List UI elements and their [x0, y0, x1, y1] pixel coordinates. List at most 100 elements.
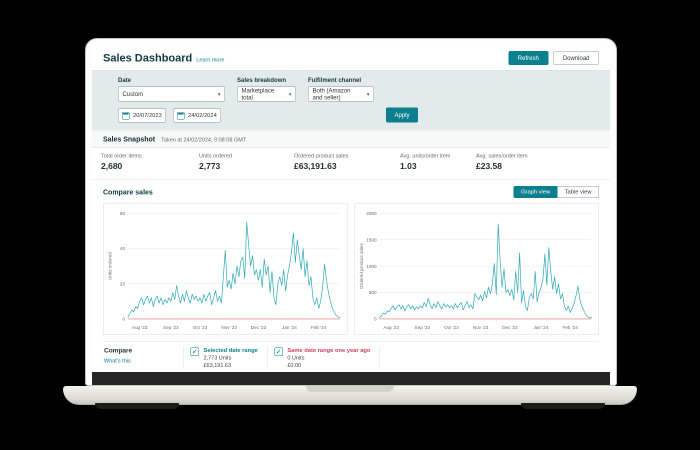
- svg-text:Sep '23: Sep '23: [163, 325, 179, 330]
- filter-bar: Date Custom ▾ 20/07/2023: [92, 70, 610, 131]
- svg-text:Jan '24: Jan '24: [282, 325, 297, 330]
- metric-label: Avg. units/order item: [400, 153, 451, 159]
- metric-value: £23.58: [476, 161, 502, 172]
- snapshot-timestamp: Taken at 24/02/2024, 9:08:08 GMT: [161, 137, 247, 143]
- option-sales: £63,191.63: [203, 362, 232, 369]
- svg-text:Sep '23: Sep '23: [415, 325, 431, 330]
- ordered-product-sales-chart: 0 500 1000 1500 2000 Ordered product sales Aug…: [359, 211, 592, 330]
- metric-total-order-items: Total order items 2,680: [101, 153, 199, 172]
- start-date-input[interactable]: 20/07/2023: [118, 108, 166, 123]
- fulfilment-channel-select[interactable]: Both (Amazon and seller) ▾: [308, 86, 374, 102]
- end-date-input[interactable]: 24/02/2024: [173, 108, 221, 123]
- svg-text:1500: 1500: [366, 237, 377, 242]
- metric-label: Ordered product sales: [294, 153, 349, 159]
- compare-label: Compare: [104, 346, 133, 355]
- units-ordered-chart: 0 20 40 60 Units ordered Aug '23 Sep '23 Oct '2…: [107, 211, 341, 330]
- svg-text:40: 40: [120, 246, 126, 251]
- svg-text:0: 0: [374, 317, 377, 322]
- svg-text:60: 60: [120, 211, 126, 216]
- metric-units-ordered: Units ordered 2,773: [199, 153, 294, 172]
- end-date-value: 24/02/2024: [188, 112, 217, 119]
- svg-text:Nov '23: Nov '23: [473, 325, 489, 330]
- fulfilment-channel-group: Fulfilment channel Both (Amazon and sell…: [308, 77, 374, 123]
- option-sales: £0.00: [287, 362, 302, 369]
- calendar-icon[interactable]: [177, 111, 185, 120]
- svg-text:Nov '23: Nov '23: [221, 325, 237, 330]
- sales-breakdown-label: Sales breakdown: [237, 76, 287, 84]
- svg-text:Oct '23: Oct '23: [193, 325, 208, 330]
- graph-view-button[interactable]: Graph view: [513, 186, 558, 198]
- laptop-notch: [306, 386, 394, 392]
- dashboard-header: Sales Dashboard Learn more Refresh Downl…: [92, 46, 610, 71]
- compare-sales-section: Compare sales Graph view Table view 0 20 4…: [92, 180, 610, 374]
- svg-text:1000: 1000: [366, 264, 377, 269]
- svg-text:Dec '23: Dec '23: [502, 325, 518, 330]
- svg-text:500: 500: [369, 290, 377, 295]
- chevron-down-icon: ▾: [288, 91, 292, 98]
- units-ordered-chart-panel: 0 20 40 60 Units ordered Aug '23 Sep '23 Oct '2…: [103, 203, 348, 336]
- learn-more-link[interactable]: Learn more: [196, 57, 225, 63]
- svg-text:Feb '24: Feb '24: [563, 325, 579, 330]
- download-button[interactable]: Download: [553, 51, 599, 65]
- metric-label: Avg. sales/order item: [476, 153, 528, 159]
- svg-text:Dec '23: Dec '23: [251, 325, 267, 330]
- refresh-button[interactable]: Refresh: [508, 51, 549, 65]
- date-range-value: Custom: [122, 90, 144, 98]
- svg-text:Feb '24: Feb '24: [311, 325, 327, 330]
- svg-text:Aug '23: Aug '23: [383, 325, 399, 330]
- calendar-icon[interactable]: [122, 111, 130, 120]
- display-area: Sales Dashboard Learn more Refresh Downl…: [92, 46, 610, 374]
- laptop-base: [63, 386, 637, 405]
- metric-avg-units-order-item: Avg. units/order item 1.03: [400, 153, 476, 172]
- laptop-foot: [95, 403, 179, 409]
- option-units: 0 Units: [287, 355, 305, 362]
- date-filter-group: Date Custom ▾ 20/07/2023: [118, 77, 225, 123]
- metric-value: 2,680: [101, 161, 123, 172]
- whats-this-link[interactable]: What's this: [104, 358, 131, 365]
- compare-sales-title: Compare sales: [103, 188, 153, 196]
- metric-avg-sales-order-item: Avg. sales/order item £23.58: [476, 153, 599, 172]
- sales-breakdown-select[interactable]: Marketplace total ▾: [237, 86, 296, 102]
- sales-dashboard-page: Sales Dashboard Learn more Refresh Downl…: [92, 46, 610, 374]
- screen-bottom-bezel: [92, 372, 610, 385]
- sales-snapshot-title: Sales Snapshot: [103, 135, 156, 143]
- date-range-select[interactable]: Custom ▾: [118, 86, 225, 102]
- metric-label: Total order items: [101, 153, 142, 159]
- svg-text:Ordered product sales: Ordered product sales: [359, 243, 364, 289]
- metric-value: 1.03: [400, 161, 417, 172]
- svg-text:Jan '24: Jan '24: [534, 325, 549, 330]
- laptop-foot: [521, 403, 605, 409]
- fulfilment-channel-value: Both (Amazon and seller): [312, 87, 351, 101]
- laptop-screen: Sales Dashboard Learn more Refresh Downl…: [85, 38, 617, 386]
- metric-ordered-product-sales: Ordered product sales £63,191.63: [294, 153, 400, 172]
- checkbox-selected-range[interactable]: ✓: [190, 347, 199, 357]
- table-view-button[interactable]: Table view: [557, 186, 599, 198]
- checkbox-year-ago[interactable]: ✓: [274, 347, 283, 357]
- option-label: Selected date range: [203, 347, 258, 354]
- svg-text:2000: 2000: [366, 211, 377, 216]
- fulfilment-channel-label: Fulfilment channel: [308, 76, 362, 84]
- metric-value: 2,773: [199, 161, 221, 172]
- compare-option-selected-range: ✓ Selected date range 2,773 Units £63,19…: [183, 346, 267, 369]
- compare-footer: Compare What's this ✓ Selected date rang…: [103, 341, 599, 374]
- ordered-product-sales-chart-panel: 0 500 1000 1500 2000 Ordered product sales Aug…: [354, 203, 599, 336]
- sales-breakdown-group: Sales breakdown Marketplace total ▾: [237, 77, 296, 123]
- snapshot-metrics-row: Total order items 2,680 Units ordered 2,…: [92, 148, 610, 180]
- svg-text:Oct '23: Oct '23: [444, 325, 459, 330]
- compare-option-year-ago: ✓ Same date range one year ago 0 Units £…: [266, 346, 380, 369]
- option-units: 2,773 Units: [203, 355, 232, 362]
- option-label: Same date range one year ago: [287, 347, 371, 354]
- svg-text:0: 0: [122, 317, 125, 322]
- apply-button[interactable]: Apply: [386, 107, 419, 123]
- svg-text:20: 20: [120, 281, 126, 286]
- chevron-down-icon: ▾: [366, 91, 370, 98]
- metric-value: £63,191.63: [294, 161, 337, 172]
- sales-snapshot-header: Sales Snapshot Taken at 24/02/2024, 9:08…: [92, 130, 610, 148]
- svg-text:Units ordered: Units ordered: [107, 252, 112, 280]
- svg-text:Aug '23: Aug '23: [132, 325, 148, 330]
- page-title: Sales Dashboard: [103, 51, 193, 65]
- sales-breakdown-value: Marketplace total: [241, 87, 275, 101]
- start-date-value: 20/07/2023: [133, 112, 162, 119]
- date-filter-label: Date: [118, 76, 132, 84]
